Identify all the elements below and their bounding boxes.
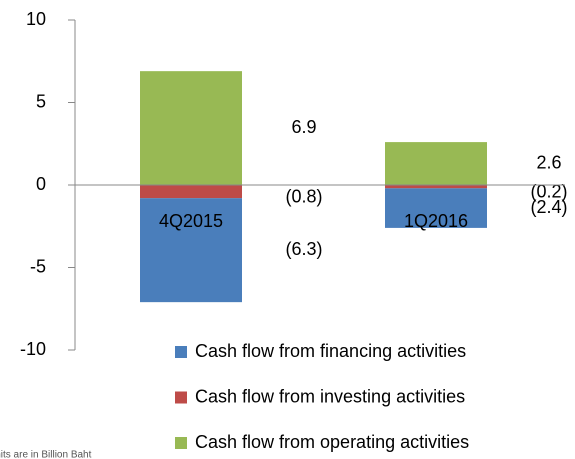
bar-segment: [140, 71, 242, 185]
y-tick-label: 10: [26, 9, 46, 29]
bar-segment: [385, 142, 487, 185]
y-tick-label: 5: [36, 91, 46, 111]
legend-label: Cash flow from investing activities: [195, 386, 465, 406]
y-tick-label: -5: [30, 256, 46, 276]
legend-label: Cash flow from financing activities: [195, 341, 466, 361]
y-tick-label: -10: [20, 339, 46, 359]
data-label: (6.3): [285, 239, 322, 259]
data-label: (0.2): [530, 181, 567, 201]
bar-segment: [385, 188, 487, 228]
bar-segment: [140, 198, 242, 303]
data-label: 2.6: [536, 152, 561, 172]
x-tick-label: 1Q2016: [404, 211, 468, 231]
legend-swatch: [175, 391, 187, 404]
legend-swatch: [175, 437, 187, 449]
data-label: 6.9: [291, 117, 316, 137]
x-tick-label: 4Q2015: [159, 211, 223, 231]
footnote: Units are in Billion Baht: [0, 450, 92, 459]
data-label: (0.8): [285, 186, 322, 206]
legend-label: Cash flow from operating activities: [195, 432, 469, 452]
y-tick-label: 0: [36, 174, 46, 194]
data-label: (2.4): [530, 197, 567, 217]
bar-segment: [140, 185, 242, 199]
bar-segment: [385, 185, 487, 189]
legend-swatch: [175, 346, 187, 358]
